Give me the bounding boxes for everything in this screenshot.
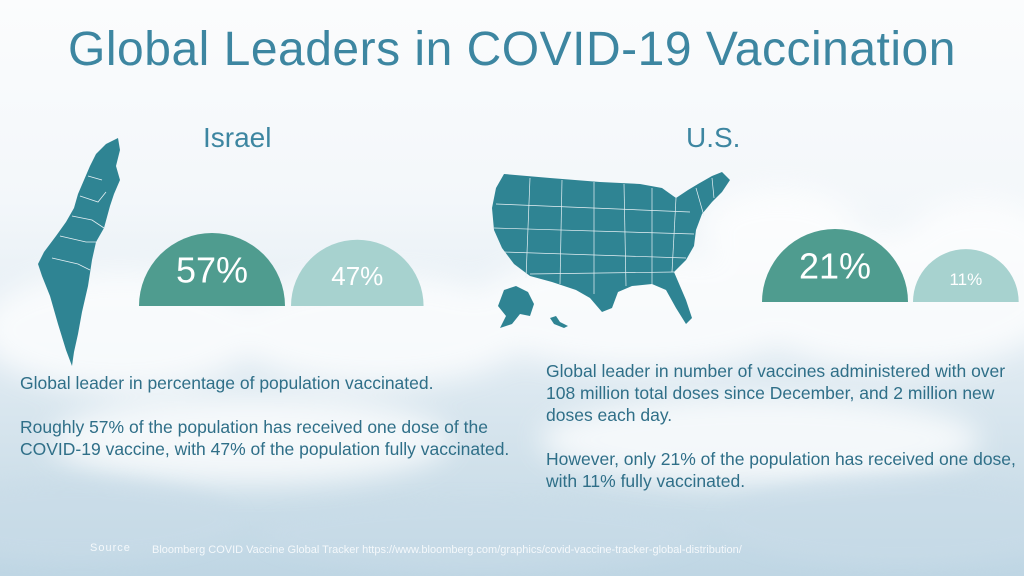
israel-description: Global leader in percentage of populatio…	[20, 372, 530, 460]
israel-description-2: Roughly 57% of the population has receiv…	[20, 417, 510, 459]
source-link[interactable]: Bloomberg COVID Vaccine Global Tracker h…	[152, 544, 742, 556]
us-label: U.S.	[686, 122, 741, 153]
israel-description-1: Global leader in percentage of populatio…	[20, 373, 434, 393]
israel-gauge-one-dose	[139, 233, 285, 306]
usa-map-icon	[492, 172, 730, 328]
us-gauge-label-fully-vaccinated: 11%	[949, 270, 982, 289]
us-description: Global leader in number of vaccines admi…	[546, 360, 1016, 492]
israel-gauge-label-fully-vaccinated: 47%	[331, 261, 383, 291]
us-description-2: However, only 21% of the population has …	[546, 449, 1016, 491]
israel-map-icon	[38, 138, 120, 366]
us-gauge-label-one-dose: 21%	[799, 246, 871, 287]
israel-gauge-label-one-dose: 57%	[176, 250, 248, 291]
israel-label: Israel	[203, 122, 272, 153]
page-title: Global Leaders in COVID-19 Vaccination	[68, 23, 956, 76]
us-gauge-fully-vaccinated	[913, 249, 1019, 302]
israel-gauge-fully-vaccinated	[291, 239, 424, 306]
us-description-1: Global leader in number of vaccines admi…	[546, 361, 1006, 425]
source-label: Source	[90, 542, 131, 554]
us-gauge-one-dose	[762, 229, 908, 302]
